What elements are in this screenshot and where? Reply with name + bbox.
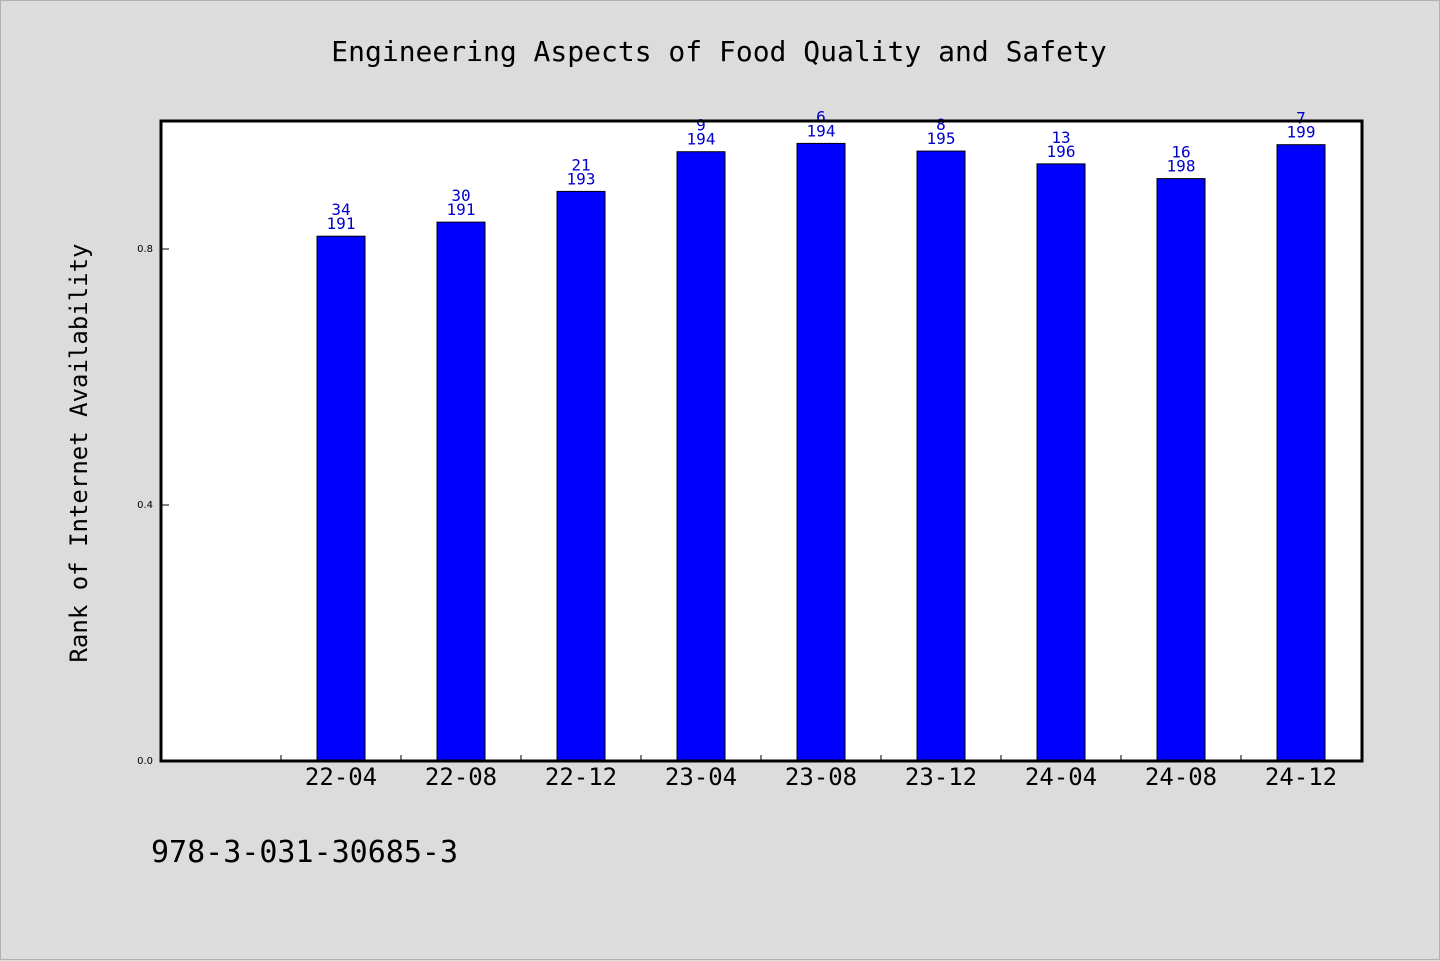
- x-tick-label: 23-12: [905, 763, 977, 791]
- bar-rank-label: 16: [1171, 143, 1190, 162]
- bar: [796, 142, 846, 762]
- y-tick-label: 0.0: [137, 756, 153, 767]
- bar-total-label: 194: [687, 130, 716, 149]
- bar-rank-label: 13: [1051, 128, 1070, 147]
- bar-rank-label: 7: [1296, 109, 1306, 128]
- bar-rank-label: 34: [331, 200, 350, 219]
- bar: [676, 151, 726, 762]
- y-tick-label: 0.4: [137, 500, 153, 511]
- x-tick-label: 23-08: [785, 763, 857, 791]
- bar-total-label: 196: [1047, 142, 1076, 161]
- bar-total-label: 194: [807, 121, 836, 140]
- bar-total-label: 191: [327, 214, 356, 233]
- bar-total-label: 195: [927, 129, 956, 148]
- bar: [436, 221, 486, 762]
- x-tick-label: 24-08: [1145, 763, 1217, 791]
- x-tick-label: 23-04: [665, 763, 737, 791]
- chart-title: Engineering Aspects of Food Quality and …: [331, 35, 1107, 68]
- x-tick-label: 22-08: [425, 763, 497, 791]
- bar: [316, 235, 366, 762]
- y-tick-label: 0.8: [137, 244, 153, 255]
- bar: [1276, 144, 1326, 762]
- bar: [1156, 178, 1206, 762]
- bar-rank-label: 9: [696, 116, 706, 135]
- x-tick-label: 22-12: [545, 763, 617, 791]
- bar-rank-label: 30: [451, 186, 470, 205]
- bar-rank-label: 6: [816, 107, 826, 126]
- x-tick-label: 22-04: [305, 763, 377, 791]
- isbn-label: 978-3-031-30685-3: [151, 835, 459, 870]
- bar-total-label: 193: [567, 169, 596, 188]
- bar-total-label: 198: [1167, 157, 1196, 176]
- bar: [556, 190, 606, 762]
- x-tick-label: 24-12: [1265, 763, 1337, 791]
- bar: [916, 150, 966, 762]
- bar-total-label: 199: [1287, 123, 1316, 142]
- bar-rank-label: 21: [571, 155, 590, 174]
- bar: [1036, 163, 1086, 762]
- bar-total-label: 191: [447, 200, 476, 219]
- plot-border: [159, 119, 1364, 763]
- bar-rank-label: 8: [936, 115, 946, 134]
- x-tick-label: 24-04: [1025, 763, 1097, 791]
